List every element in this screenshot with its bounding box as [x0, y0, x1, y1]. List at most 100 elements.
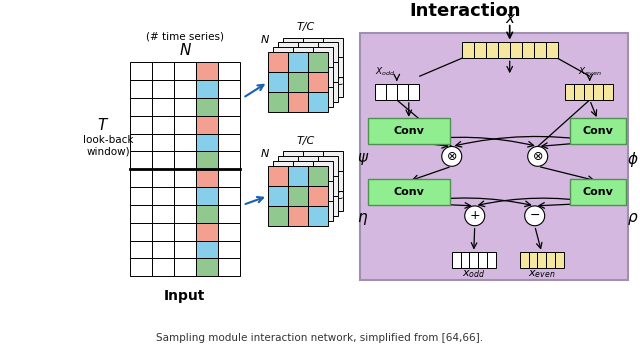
FancyBboxPatch shape [474, 42, 486, 58]
FancyBboxPatch shape [152, 151, 174, 169]
FancyBboxPatch shape [196, 169, 218, 187]
Text: $x_{even}$: $x_{even}$ [528, 268, 556, 280]
FancyBboxPatch shape [313, 181, 333, 201]
FancyBboxPatch shape [308, 92, 328, 112]
FancyBboxPatch shape [152, 223, 174, 240]
FancyBboxPatch shape [498, 42, 509, 58]
FancyBboxPatch shape [298, 176, 318, 196]
Text: Sampling module interaction network, simplified from [64,66].: Sampling module interaction network, sim… [156, 333, 483, 343]
FancyBboxPatch shape [298, 42, 318, 62]
FancyBboxPatch shape [218, 133, 240, 151]
FancyBboxPatch shape [461, 252, 469, 268]
FancyBboxPatch shape [152, 205, 174, 223]
FancyBboxPatch shape [288, 166, 308, 186]
FancyBboxPatch shape [278, 176, 298, 196]
FancyBboxPatch shape [268, 72, 288, 92]
FancyBboxPatch shape [196, 133, 218, 151]
FancyBboxPatch shape [268, 206, 288, 226]
Text: $X_{even}$: $X_{even}$ [578, 66, 602, 78]
FancyBboxPatch shape [278, 196, 298, 216]
Text: $\psi$: $\psi$ [356, 151, 369, 168]
FancyBboxPatch shape [308, 206, 328, 226]
FancyBboxPatch shape [283, 57, 303, 77]
FancyBboxPatch shape [283, 191, 303, 211]
FancyBboxPatch shape [461, 42, 474, 58]
Text: Conv: Conv [582, 126, 613, 136]
FancyBboxPatch shape [218, 116, 240, 133]
FancyBboxPatch shape [152, 116, 174, 133]
FancyBboxPatch shape [318, 196, 338, 216]
FancyBboxPatch shape [278, 62, 298, 82]
Text: ⊗: ⊗ [447, 150, 457, 163]
Text: (# time series): (# time series) [146, 32, 224, 42]
FancyBboxPatch shape [152, 187, 174, 205]
FancyBboxPatch shape [174, 80, 196, 98]
FancyBboxPatch shape [218, 151, 240, 169]
FancyBboxPatch shape [323, 171, 343, 191]
FancyBboxPatch shape [196, 116, 218, 133]
FancyBboxPatch shape [308, 72, 328, 92]
FancyBboxPatch shape [303, 77, 323, 97]
FancyBboxPatch shape [318, 176, 338, 196]
FancyBboxPatch shape [174, 133, 196, 151]
FancyBboxPatch shape [293, 87, 313, 107]
FancyBboxPatch shape [174, 98, 196, 116]
FancyBboxPatch shape [303, 191, 323, 211]
FancyBboxPatch shape [308, 166, 328, 186]
FancyBboxPatch shape [397, 84, 408, 100]
FancyBboxPatch shape [218, 240, 240, 258]
Text: −: − [529, 209, 540, 222]
FancyBboxPatch shape [273, 161, 293, 181]
FancyBboxPatch shape [546, 42, 557, 58]
FancyBboxPatch shape [278, 82, 298, 102]
Text: Interaction: Interaction [410, 2, 521, 20]
Text: +: + [469, 209, 480, 222]
FancyBboxPatch shape [196, 187, 218, 205]
Text: T/C: T/C [296, 136, 314, 146]
FancyBboxPatch shape [152, 258, 174, 276]
FancyBboxPatch shape [218, 80, 240, 98]
FancyBboxPatch shape [273, 47, 293, 67]
FancyBboxPatch shape [303, 57, 323, 77]
FancyBboxPatch shape [196, 223, 218, 240]
Text: C: C [336, 77, 344, 87]
FancyBboxPatch shape [298, 157, 318, 176]
Circle shape [525, 206, 545, 226]
FancyBboxPatch shape [218, 187, 240, 205]
FancyBboxPatch shape [318, 62, 338, 82]
FancyBboxPatch shape [323, 57, 343, 77]
FancyBboxPatch shape [303, 37, 323, 57]
FancyBboxPatch shape [283, 151, 303, 171]
FancyBboxPatch shape [273, 67, 293, 87]
Text: Conv: Conv [394, 126, 424, 136]
FancyBboxPatch shape [546, 252, 555, 268]
FancyBboxPatch shape [268, 186, 288, 206]
FancyBboxPatch shape [313, 67, 333, 87]
FancyBboxPatch shape [570, 179, 626, 205]
FancyBboxPatch shape [298, 196, 318, 216]
FancyBboxPatch shape [196, 205, 218, 223]
Text: $\rho$: $\rho$ [627, 211, 639, 227]
FancyBboxPatch shape [196, 80, 218, 98]
FancyBboxPatch shape [308, 52, 328, 72]
FancyBboxPatch shape [278, 157, 298, 176]
Text: N: N [261, 149, 269, 159]
FancyBboxPatch shape [298, 82, 318, 102]
FancyBboxPatch shape [298, 62, 318, 82]
FancyBboxPatch shape [308, 186, 328, 206]
FancyBboxPatch shape [174, 205, 196, 223]
FancyBboxPatch shape [570, 118, 626, 143]
FancyBboxPatch shape [130, 62, 152, 80]
FancyBboxPatch shape [368, 118, 450, 143]
FancyBboxPatch shape [534, 42, 546, 58]
Text: N: N [261, 35, 269, 45]
FancyBboxPatch shape [538, 252, 546, 268]
Text: T/C: T/C [296, 22, 314, 32]
FancyBboxPatch shape [303, 151, 323, 171]
FancyBboxPatch shape [273, 87, 293, 107]
FancyBboxPatch shape [375, 84, 386, 100]
FancyBboxPatch shape [293, 67, 313, 87]
Text: C: C [336, 191, 344, 201]
FancyBboxPatch shape [452, 252, 461, 268]
Text: Conv: Conv [394, 187, 424, 197]
